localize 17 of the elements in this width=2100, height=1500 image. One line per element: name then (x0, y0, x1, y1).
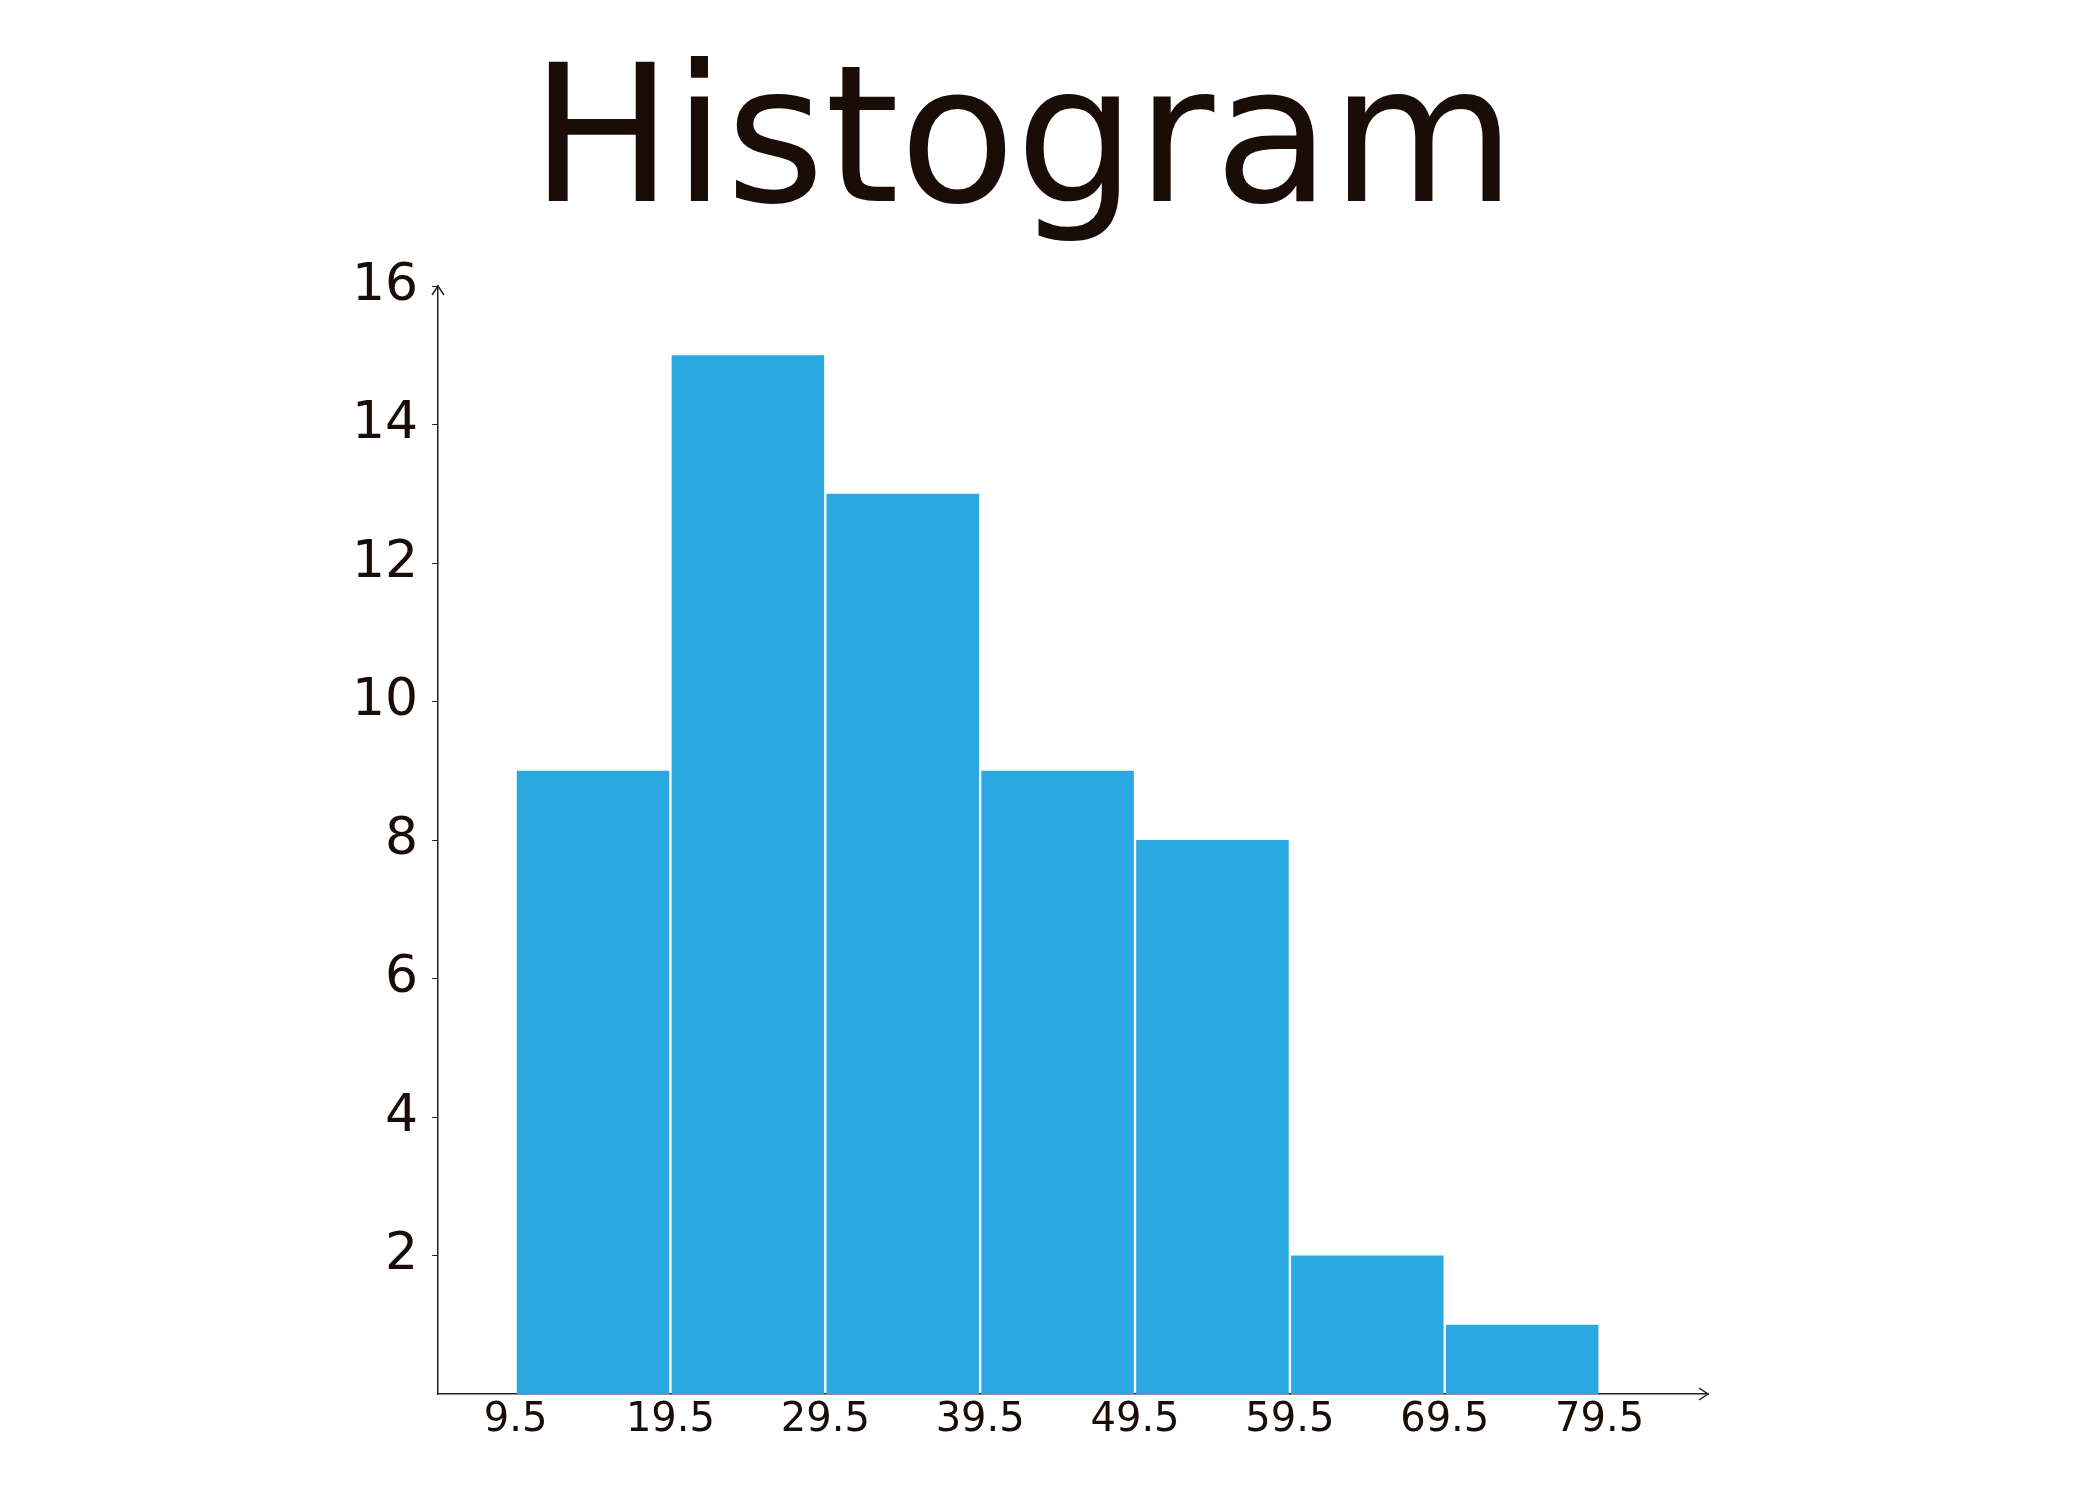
y-tick-label: 4 (385, 1082, 419, 1143)
y-tick-label: 12 (352, 528, 419, 589)
y-tick-label: 16 (352, 251, 419, 312)
x-tick-label: 79.5 (1555, 1394, 1645, 1441)
x-tick-label: 9.5 (483, 1394, 548, 1441)
x-tick-label: 19.5 (625, 1394, 715, 1441)
x-tick-label: 49.5 (1090, 1394, 1180, 1441)
y-tick-label: 6 (385, 944, 419, 1005)
y-tick-label: 10 (352, 667, 419, 728)
y-tick-label: 8 (385, 805, 419, 866)
chart-title: Histogram (530, 25, 1516, 247)
y-tick-label: 2 (385, 1221, 419, 1282)
x-tick-label: 39.5 (935, 1394, 1025, 1441)
x-tick-label: 59.5 (1245, 1394, 1335, 1441)
x-tick-label: 69.5 (1400, 1394, 1490, 1441)
y-tick-label: 14 (352, 390, 419, 451)
x-tick-label: 29.5 (780, 1394, 870, 1441)
